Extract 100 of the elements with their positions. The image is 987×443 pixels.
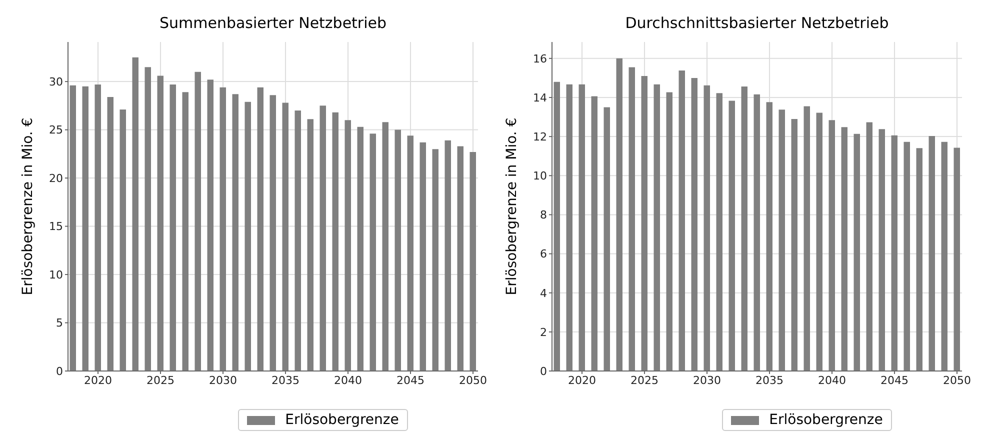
bar [754,94,760,371]
bar [257,87,264,371]
y-tick-label: 6 [540,248,547,261]
bar [804,106,810,371]
bar [394,130,401,371]
bar [194,72,201,371]
bar [716,93,722,371]
bar [182,92,188,371]
bar [654,84,660,371]
bar [420,142,426,371]
bar [616,58,622,371]
bar [207,80,214,371]
bar [666,92,672,371]
bar [157,76,164,371]
bar [294,110,301,371]
bar [578,84,585,371]
bar [120,110,126,371]
x-tick-label: 2030 [209,374,237,387]
x-tick-label: 2050 [459,374,487,387]
bar [904,142,910,371]
y-tick-label: 14 [533,91,547,104]
bar [70,85,76,371]
bar [628,67,635,371]
y-axis-title: Erlösobergrenze in Mio. € [20,118,36,296]
bar [641,76,648,371]
x-tick-label: 2040 [818,374,846,387]
y-tick-label: 0 [540,364,547,378]
x-tick-label: 2035 [272,374,300,387]
bar [704,85,710,371]
bar [170,84,176,371]
y-tick-label: 10 [533,170,547,183]
bar [791,118,798,371]
bar [728,100,735,371]
bar [816,112,822,371]
bar [270,95,276,371]
legend-label: Erlösobergrenze [769,412,883,428]
y-tick-label: 12 [533,130,547,144]
x-tick-label: 2020 [84,374,112,387]
y-tick-label: 5 [56,316,63,330]
bar [554,82,560,371]
bar [357,126,364,371]
bar [344,120,351,371]
x-tick-label: 2040 [334,374,362,387]
bar [954,148,960,371]
y-tick-label: 30 [49,75,63,88]
bar [94,84,101,371]
y-tick-label: 20 [49,172,63,185]
bar [866,122,872,371]
bar [332,112,338,371]
bar [407,136,414,371]
y-tick-label: 16 [533,52,547,66]
bar [320,106,326,371]
x-tick-label: 2020 [568,374,596,387]
bar [82,86,88,371]
x-tick-label: 2025 [630,374,658,387]
y-tick-label: 8 [540,208,547,222]
bar [444,140,451,371]
x-tick-label: 2035 [756,374,784,387]
bar [132,57,138,371]
y-tick-label: 15 [49,220,63,234]
bar [928,136,935,371]
bar [828,120,835,371]
bar [916,148,922,371]
bar [307,119,314,371]
x-tick-label: 2045 [396,374,424,387]
bar [841,127,848,371]
y-tick-label: 10 [49,268,63,282]
y-tick-label: 4 [540,286,547,300]
bar [457,146,464,371]
bar [566,84,572,371]
bar [107,96,114,371]
x-tick-label: 2045 [880,374,908,387]
y-tick-label: 25 [49,124,63,137]
bar [382,122,388,371]
bar [244,102,251,371]
chart-title: Summenbasierter Netzbetrieb [158,14,388,32]
y-axis-title: Erlösobergrenze in Mio. € [504,118,520,296]
bar [778,110,785,371]
y-tick-label: 0 [56,364,63,378]
bar [766,102,772,371]
bar [878,129,885,371]
bar [741,86,748,371]
bar [144,67,151,371]
x-tick-label: 2050 [943,374,971,387]
chart-title: Durchschnittsbasierter Netzbetrieb [624,14,890,32]
bar [232,94,238,371]
bar [691,78,698,371]
x-tick-label: 2030 [693,374,721,387]
bar [591,96,598,371]
y-tick-label: 2 [540,326,547,339]
legend-label: Erlösobergrenze [285,412,399,428]
bar [941,142,948,371]
bar [854,134,860,371]
bar [891,135,898,371]
bar [470,152,476,371]
bar [220,87,226,371]
bar [282,102,288,371]
bar [370,134,376,371]
bar [678,70,685,371]
x-tick-label: 2025 [146,374,174,387]
